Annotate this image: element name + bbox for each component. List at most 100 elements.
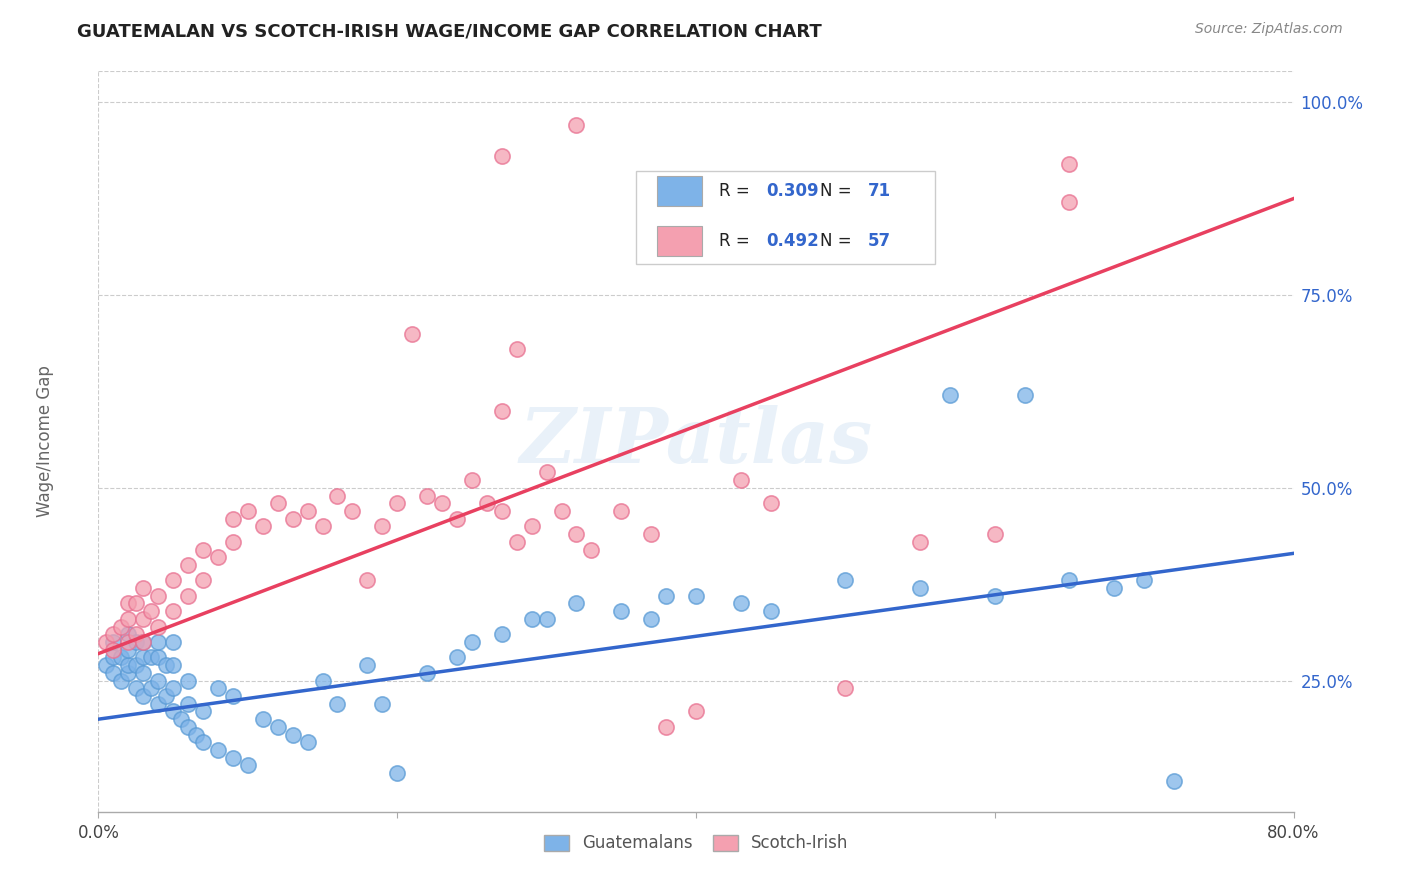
Text: N =: N = (820, 182, 852, 200)
Point (155, 689, 177, 703)
Point (132, 665, 155, 680)
Point (132, 612, 155, 626)
Point (581, 542, 603, 557)
Point (177, 558, 200, 572)
Point (446, 511, 468, 525)
Point (207, 743, 229, 757)
Point (356, 574, 378, 588)
FancyBboxPatch shape (657, 227, 702, 256)
Point (565, 597, 588, 611)
Point (125, 627, 148, 641)
Point (610, 604, 633, 618)
Point (155, 658, 177, 673)
Point (297, 735, 319, 749)
Point (148, 650, 170, 665)
Point (207, 550, 229, 565)
Point (148, 673, 170, 688)
Point (461, 635, 484, 649)
Point (1133, 574, 1156, 588)
FancyBboxPatch shape (637, 171, 935, 264)
Point (139, 650, 162, 665)
Point (655, 720, 678, 734)
Text: R =: R = (718, 232, 749, 250)
Point (311, 673, 333, 688)
Point (117, 627, 139, 641)
Point (475, 496, 498, 510)
Point (491, 627, 513, 641)
Point (281, 728, 304, 742)
Point (1014, 388, 1036, 402)
Point (117, 658, 139, 673)
Point (610, 504, 633, 518)
Point (655, 589, 678, 603)
Point (1059, 195, 1081, 210)
Point (1163, 773, 1185, 788)
Point (103, 627, 125, 641)
Point (759, 604, 782, 618)
Point (356, 658, 378, 673)
Point (939, 388, 962, 402)
Text: ZIPatlas: ZIPatlas (519, 405, 873, 478)
Point (267, 720, 290, 734)
Point (162, 635, 184, 649)
Point (169, 712, 191, 726)
Point (191, 542, 214, 557)
Point (117, 642, 139, 657)
Point (536, 466, 558, 480)
Text: 0.309: 0.309 (766, 182, 820, 200)
Point (117, 665, 139, 680)
Point (139, 604, 162, 618)
Point (162, 574, 184, 588)
Text: N =: N = (820, 232, 852, 250)
Point (222, 750, 245, 764)
Point (536, 612, 558, 626)
Point (110, 673, 132, 688)
Point (177, 589, 200, 603)
Point (236, 758, 259, 772)
Point (267, 496, 290, 510)
Point (94, 658, 117, 673)
Point (117, 597, 139, 611)
Point (550, 504, 572, 518)
Point (491, 403, 513, 417)
Point (326, 697, 349, 711)
Point (984, 589, 1007, 603)
Point (184, 728, 207, 742)
Point (148, 635, 170, 649)
Point (759, 496, 782, 510)
Point (640, 612, 662, 626)
Point (177, 673, 200, 688)
Text: 57: 57 (868, 232, 891, 250)
Point (117, 612, 139, 626)
Point (1104, 581, 1126, 595)
Point (191, 574, 214, 588)
Point (491, 149, 513, 163)
Point (177, 720, 200, 734)
Point (834, 681, 856, 696)
Point (125, 635, 148, 649)
Point (162, 705, 184, 719)
Point (565, 119, 588, 133)
Point (730, 597, 752, 611)
Point (401, 326, 423, 341)
Point (252, 519, 274, 533)
Point (506, 342, 529, 356)
Point (162, 681, 184, 696)
Point (222, 689, 245, 703)
Point (385, 496, 409, 510)
Point (430, 496, 453, 510)
Point (236, 504, 259, 518)
Point (506, 534, 529, 549)
Point (520, 612, 543, 626)
Point (984, 527, 1007, 541)
Point (177, 697, 200, 711)
Text: 71: 71 (868, 182, 891, 200)
Point (222, 534, 245, 549)
Point (125, 681, 148, 696)
Point (103, 665, 125, 680)
Point (162, 658, 184, 673)
Point (491, 504, 513, 518)
Text: Wage/Income Gap: Wage/Income Gap (35, 366, 53, 517)
Point (326, 489, 349, 503)
Point (685, 589, 707, 603)
